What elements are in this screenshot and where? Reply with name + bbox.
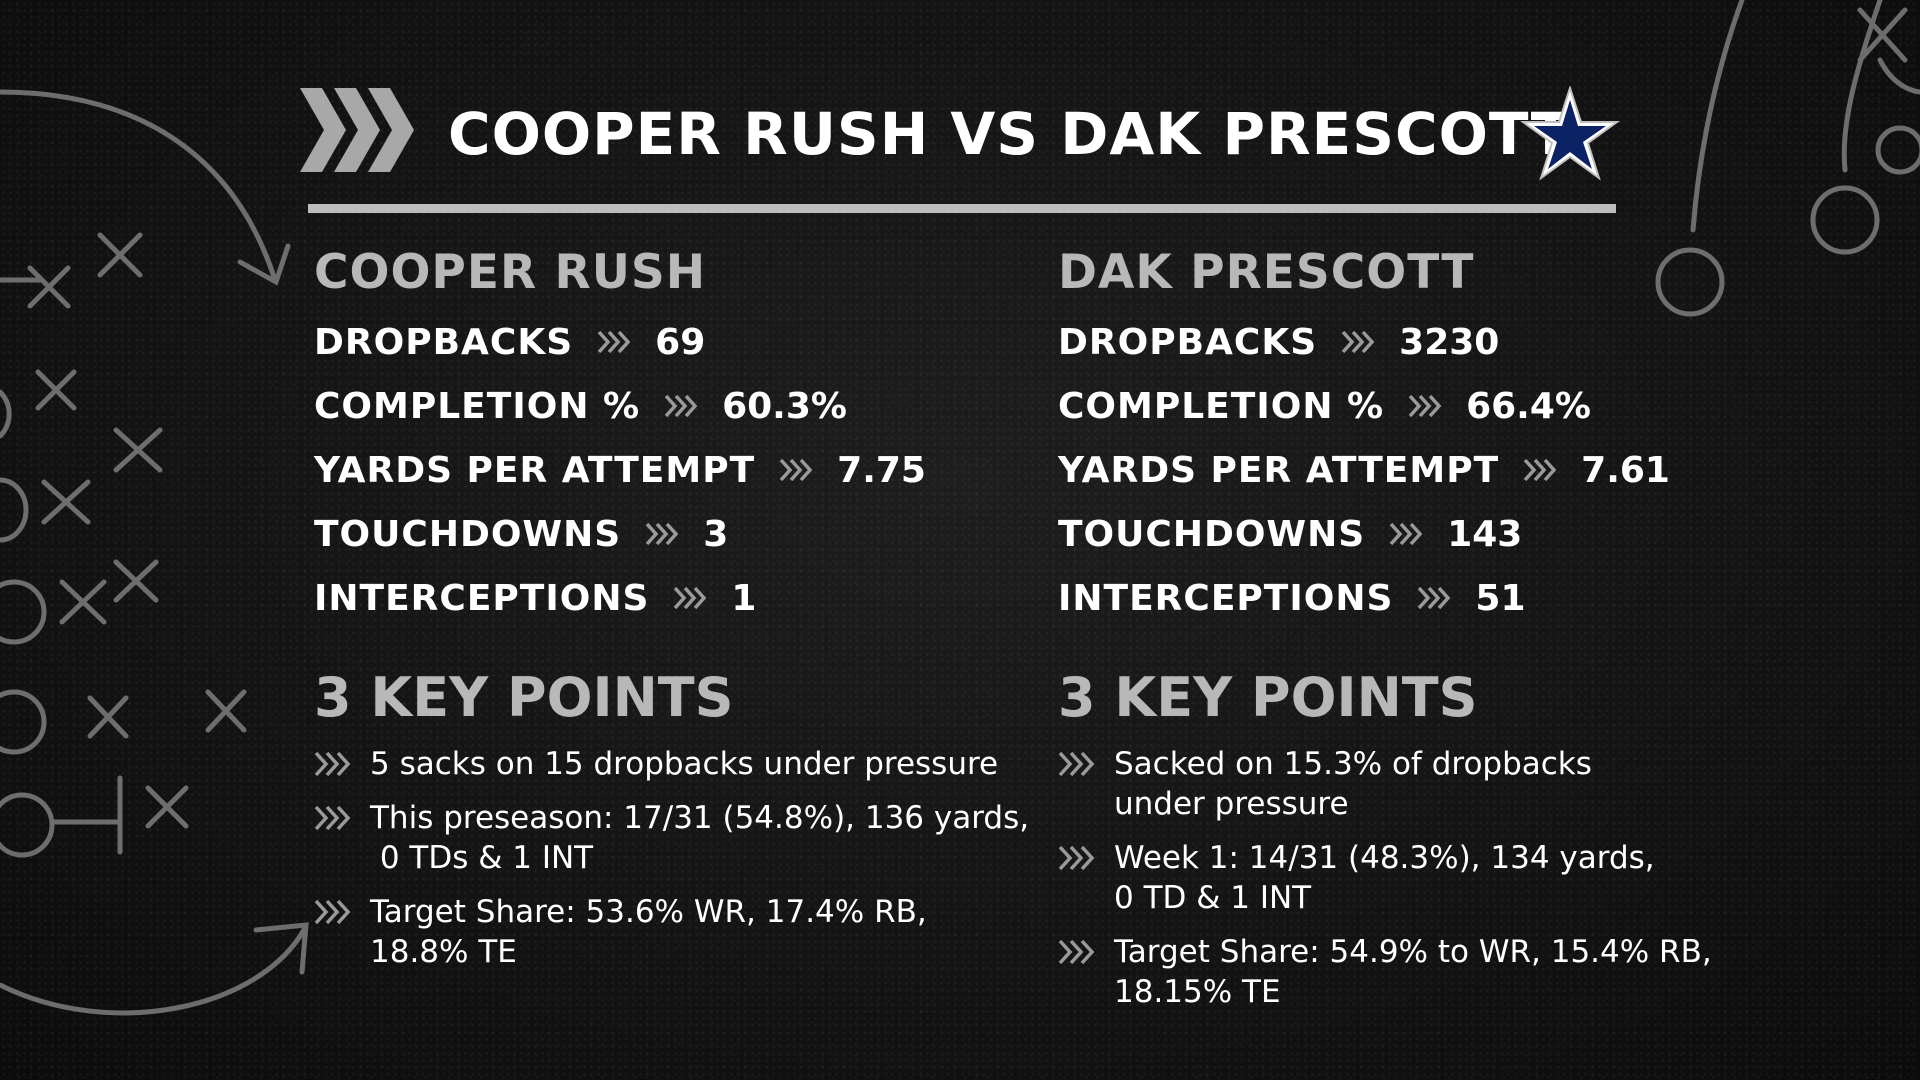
- triple-chevron-icon: [597, 330, 631, 354]
- key-point: Sacked on 15.3% of dropbacks under press…: [1058, 744, 1778, 824]
- stat-row-dropbacks: DROPBACKS 69: [314, 310, 1034, 374]
- triple-chevron-icon: [314, 899, 351, 925]
- player-name: COOPER RUSH: [314, 245, 707, 300]
- player-column-dak-prescott: DAK PRESCOTT DROPBACKS 3230 COMPLETION %…: [1058, 244, 1778, 1026]
- stat-row-interceptions: INTERCEPTIONS 51: [1058, 566, 1778, 630]
- stat-row-touchdowns: TOUCHDOWNS 143: [1058, 502, 1778, 566]
- triple-chevron-icon: [1058, 845, 1095, 871]
- stat-row-completion: COMPLETION % 66.4%: [1058, 374, 1778, 438]
- stat-label: DROPBACKS: [314, 321, 574, 363]
- stat-row-yards-per-attempt: YARDS PER ATTEMPT 7.61: [1058, 438, 1778, 502]
- page-title: COOPER RUSH VS DAK PRESCOTT: [448, 100, 1572, 168]
- dallas-cowboys-star-icon: [1520, 86, 1620, 181]
- key-point-line: Sacked on 15.3% of dropbacks: [1114, 746, 1592, 782]
- stat-value: 66.4%: [1466, 385, 1591, 427]
- stat-value: 51: [1475, 577, 1526, 619]
- stat-row-yards-per-attempt: YARDS PER ATTEMPT 7.75: [314, 438, 1034, 502]
- triple-chevron-icon: [314, 751, 351, 777]
- stat-label: YARDS PER ATTEMPT: [314, 449, 756, 491]
- key-point-line: 18.15% TE: [1114, 974, 1281, 1010]
- stat-label: TOUCHDOWNS: [314, 513, 622, 555]
- key-point-line: Target Share: 53.6% WR, 17.4% RB,: [370, 894, 927, 930]
- key-point: 5 sacks on 15 dropbacks under pressure: [314, 744, 1034, 784]
- stat-row-interceptions: INTERCEPTIONS 1: [314, 566, 1034, 630]
- stat-row-dropbacks: DROPBACKS 3230: [1058, 310, 1778, 374]
- key-point: Week 1: 14/31 (48.3%), 134 yards, 0 TD &…: [1058, 838, 1778, 918]
- key-point-line: This preseason: 17/31 (54.8%), 136 yards…: [370, 800, 1030, 836]
- stat-value: 143: [1447, 513, 1523, 555]
- player-name: DAK PRESCOTT: [1058, 245, 1475, 300]
- stat-label: YARDS PER ATTEMPT: [1058, 449, 1500, 491]
- key-point-text: Sacked on 15.3% of dropbacks under press…: [1114, 744, 1592, 824]
- key-point: Target Share: 53.6% WR, 17.4% RB, 18.8% …: [314, 892, 1034, 972]
- triple-chevron-icon: [1389, 522, 1423, 546]
- stat-value: 1: [731, 577, 757, 619]
- key-point-text: This preseason: 17/31 (54.8%), 136 yards…: [370, 798, 1029, 878]
- key-point-line: 18.8% TE: [370, 934, 517, 970]
- triple-chevron-icon: [1523, 458, 1557, 482]
- key-points-heading: 3 KEY POINTS: [314, 666, 734, 729]
- stat-row-completion: COMPLETION % 60.3%: [314, 374, 1034, 438]
- triple-chevron-icon: [1058, 751, 1095, 777]
- key-point-line: 0 TD & 1 INT: [1114, 880, 1312, 916]
- stat-row-touchdowns: TOUCHDOWNS 3: [314, 502, 1034, 566]
- key-point-text: Week 1: 14/31 (48.3%), 134 yards, 0 TD &…: [1114, 838, 1655, 918]
- triple-chevron-icon: [779, 458, 813, 482]
- triple-chevron-icon: [1408, 394, 1442, 418]
- key-point-line: 0 TDs & 1 INT: [370, 840, 594, 876]
- triple-chevron-icon: [664, 394, 698, 418]
- header-divider: [308, 204, 1616, 213]
- stat-label: INTERCEPTIONS: [1058, 577, 1394, 619]
- key-point-line: 5 sacks on 15 dropbacks under pressure: [370, 746, 999, 782]
- key-point-line: Target Share: 54.9% to WR, 15.4% RB,: [1114, 934, 1712, 970]
- stat-label: COMPLETION %: [314, 385, 641, 427]
- triple-chevron-icon: [1341, 330, 1375, 354]
- stat-label: INTERCEPTIONS: [314, 577, 650, 619]
- stat-value: 3230: [1399, 321, 1500, 363]
- stat-label: TOUCHDOWNS: [1058, 513, 1366, 555]
- triple-chevron-icon: [314, 805, 351, 831]
- key-point-line: Week 1: 14/31 (48.3%), 134 yards,: [1114, 840, 1655, 876]
- key-point: Target Share: 54.9% to WR, 15.4% RB, 18.…: [1058, 932, 1778, 1012]
- player-column-cooper-rush: COOPER RUSH DROPBACKS 69 COMPLETION % 60…: [314, 244, 1034, 986]
- stat-label: COMPLETION %: [1058, 385, 1385, 427]
- stat-value: 69: [655, 321, 706, 363]
- key-point-text: 5 sacks on 15 dropbacks under pressure: [370, 744, 998, 784]
- key-points-heading: 3 KEY POINTS: [1058, 666, 1478, 729]
- key-point-text: Target Share: 53.6% WR, 17.4% RB, 18.8% …: [370, 892, 927, 972]
- triple-chevron-icon: [1418, 586, 1451, 610]
- stat-value: 3: [703, 513, 729, 555]
- stat-label: DROPBACKS: [1058, 321, 1318, 363]
- triple-chevron-icon: [645, 522, 679, 546]
- key-point-text: Target Share: 54.9% to WR, 15.4% RB, 18.…: [1114, 932, 1712, 1012]
- stat-value: 7.75: [837, 449, 926, 491]
- triple-chevron-icon: [1058, 939, 1095, 965]
- triple-chevron-icon: [674, 586, 707, 610]
- stat-value: 7.61: [1581, 449, 1670, 491]
- key-point: This preseason: 17/31 (54.8%), 136 yards…: [314, 798, 1034, 878]
- key-point-line: under pressure: [1114, 786, 1349, 822]
- stat-value: 60.3%: [722, 385, 847, 427]
- triple-chevron-right-icon: [300, 88, 414, 172]
